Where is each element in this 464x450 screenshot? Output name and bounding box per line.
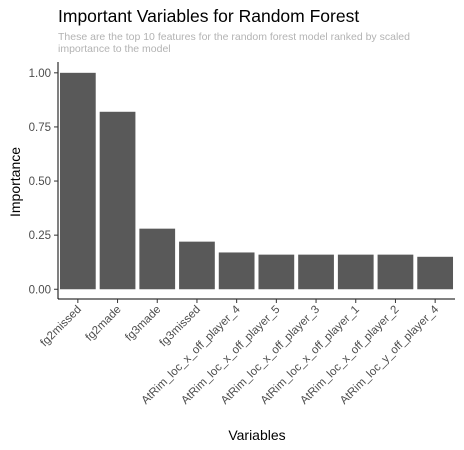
bar-3 bbox=[139, 228, 176, 290]
bar-2 bbox=[99, 111, 136, 290]
x-tick-label: fg3made bbox=[123, 304, 163, 344]
y-tick-label: 0.50 bbox=[29, 176, 51, 188]
bar-8 bbox=[337, 254, 374, 290]
y-axis-title: Importance bbox=[7, 147, 23, 217]
chart-title: Important Variables for Random Forest bbox=[58, 6, 360, 26]
bar-4 bbox=[179, 241, 215, 290]
x-tick-label: fg2made bbox=[84, 304, 124, 344]
bars-group bbox=[59, 72, 454, 290]
chart-subtitle: These are the top 10 features for the ra… bbox=[58, 31, 410, 55]
bar-7 bbox=[298, 254, 334, 290]
x-axis-title: Variables bbox=[228, 427, 285, 443]
y-tick-label: 0.75 bbox=[29, 122, 51, 134]
bar-5 bbox=[218, 252, 255, 290]
x-tick-label: fg2missed bbox=[38, 304, 84, 350]
bar-1 bbox=[59, 72, 96, 290]
y-tick-label: 0.00 bbox=[29, 284, 51, 296]
y-tick-label: 0.25 bbox=[29, 230, 51, 242]
y-tick-label: 1.00 bbox=[29, 68, 51, 80]
bar-6 bbox=[258, 254, 295, 290]
bar-9 bbox=[377, 254, 414, 290]
bar-10 bbox=[417, 256, 454, 290]
